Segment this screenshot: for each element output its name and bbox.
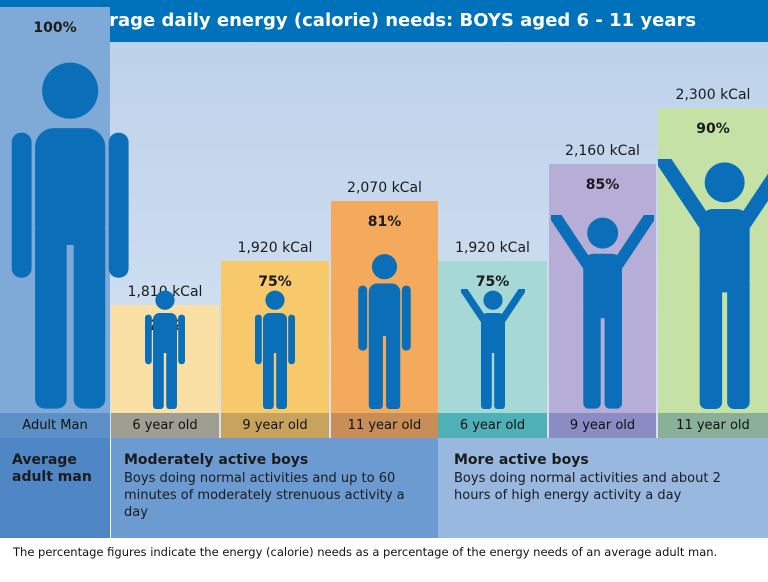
panel-active-desc: Boys doing normal activities and about 2…: [454, 471, 721, 503]
person-icon: [460, 289, 525, 409]
figure: [111, 289, 219, 409]
figure: [658, 159, 768, 409]
bar-2: 1,810 kCal71%6 year old: [111, 42, 219, 438]
panel-moderate-desc: Boys doing normal activities and up to 6…: [124, 471, 405, 520]
panel-adult: Average adult man: [0, 438, 110, 538]
value-label: 2,300 kCal: [675, 87, 751, 103]
percent-label: 85%: [585, 177, 620, 194]
percent-label: 90%: [696, 121, 730, 137]
person-icon: [145, 290, 185, 409]
bar-5: 1,920 kCal 75% 6 year old: [438, 42, 547, 438]
person-icon: [550, 215, 655, 409]
percent-label: 75%: [475, 273, 510, 290]
category-label: 9 year old: [221, 413, 329, 438]
value-label: 1,920 kCal: [455, 239, 530, 256]
person-icon: [658, 159, 768, 409]
person-icon: [11, 63, 129, 409]
bar-3: 1,920 kCal 75% 9 year old: [221, 42, 329, 438]
person-icon: [255, 290, 295, 409]
bar-6: 2,160 kCal 85% 9 year old: [549, 42, 656, 438]
chart-title: Average daily energy (calorie) needs: BO…: [0, 0, 768, 42]
category-label: 6 year old: [438, 413, 547, 438]
category-label: 11 year old: [331, 413, 438, 438]
figure: [438, 289, 547, 409]
footnote: The percentage figures indicate the ener…: [13, 545, 718, 559]
panel-active: More active boys Boys doing normal activ…: [438, 438, 768, 538]
percent-label: 75%: [258, 273, 292, 290]
bar-1: 2,550 kCal 100% Adult Man: [0, 0, 129, 438]
figure: [549, 215, 656, 409]
panel-moderate: Moderately active boys Boys doing normal…: [111, 438, 438, 538]
value-label: 1,920 kCal: [237, 239, 313, 256]
value-label: 2,160 kCal: [565, 143, 640, 160]
percent-label: 81%: [367, 213, 402, 230]
group-panels: Average adult man Moderately active boys…: [0, 438, 768, 538]
bar-4: 2,070 kCal 81% 11 year old: [331, 42, 438, 438]
figure: [331, 252, 438, 409]
category-label: 6 year old: [111, 413, 219, 438]
category-label: 9 year old: [549, 413, 656, 438]
panel-adult-title: Average adult man: [12, 452, 92, 485]
percent-label: 100%: [33, 20, 77, 37]
panel-moderate-title: Moderately active boys: [124, 452, 309, 468]
value-label: 2,550 kCal: [0, 0, 110, 2]
category-label: 11 year old: [658, 413, 768, 438]
bar-7: 2,300 kCal 90% 11 year old: [658, 42, 768, 438]
figure: [0, 58, 129, 409]
person-icon: [358, 253, 411, 409]
panel-active-title: More active boys: [454, 452, 589, 468]
figure: [221, 289, 329, 409]
value-label: 2,070 kCal: [347, 179, 422, 196]
category-label: Adult Man: [0, 413, 110, 438]
